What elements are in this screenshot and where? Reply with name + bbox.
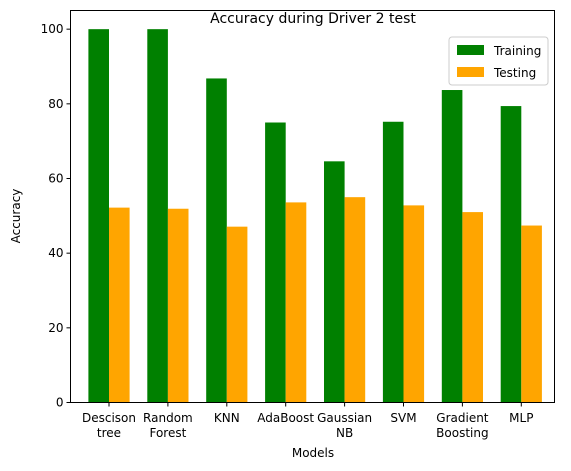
legend-label-testing: Testing	[493, 66, 536, 80]
bar-training-5	[382, 121, 404, 403]
chart-title: Accuracy during Driver 2 test	[210, 11, 416, 27]
bar-testing-1	[167, 208, 189, 403]
x-tick-label: Descison	[82, 411, 136, 425]
plot-frame	[70, 10, 555, 403]
bar-training-2	[206, 78, 227, 403]
bar-testing-3	[285, 202, 307, 403]
y-axis-ticks: 0 20 40 60 80 100	[41, 22, 71, 410]
bar-testing-2	[226, 226, 248, 403]
y-tick-label: 80	[48, 97, 63, 111]
x-tick-label: Forest	[149, 426, 186, 440]
bar-testing-4	[344, 197, 366, 403]
legend-swatch-testing	[457, 67, 484, 77]
bars-group	[88, 29, 542, 403]
x-tick-label: Boosting	[436, 426, 488, 440]
bar-testing-5	[403, 205, 425, 403]
bar-training-6	[441, 90, 463, 403]
x-tick-label: Random	[143, 411, 193, 425]
x-tick-label: Gradient	[436, 411, 489, 425]
bar-testing-6	[462, 212, 483, 403]
bar-training-3	[265, 122, 286, 403]
bar-training-0	[88, 29, 109, 403]
x-tick-label: MLP	[509, 411, 533, 425]
y-tick-label: 60	[48, 172, 63, 186]
x-tick-label: Gaussian	[317, 411, 372, 425]
x-tick-label: tree	[97, 426, 121, 440]
x-tick-label: NB	[336, 426, 353, 440]
legend-swatch-training	[457, 45, 484, 55]
y-axis-label: Accuracy	[9, 189, 23, 244]
x-tick-label: AdaBoost	[257, 411, 314, 425]
bar-testing-0	[109, 207, 130, 403]
y-tick-label: 40	[48, 246, 63, 260]
legend: Training Testing	[448, 36, 549, 86]
legend-label-training: Training	[493, 44, 541, 58]
bar-training-1	[147, 29, 168, 403]
y-tick-label: 100	[41, 22, 64, 36]
bar-testing-7	[521, 225, 542, 403]
y-tick-label: 0	[56, 396, 64, 410]
x-tick-label: KNN	[214, 411, 240, 425]
y-tick-label: 20	[48, 321, 63, 335]
bar-training-7	[500, 106, 522, 403]
x-axis-label: Models	[292, 446, 334, 460]
bar-training-4	[324, 161, 345, 403]
x-tick-label: SVM	[390, 411, 416, 425]
